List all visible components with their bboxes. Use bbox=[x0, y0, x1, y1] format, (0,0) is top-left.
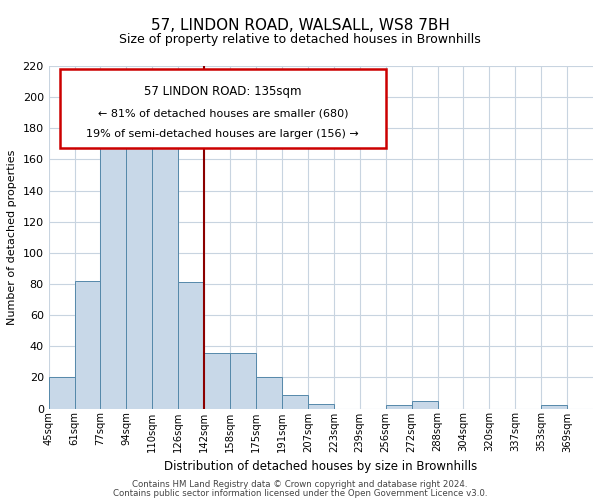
Bar bbox=[127, 126, 152, 408]
Text: 57, LINDON ROAD, WALSALL, WS8 7BH: 57, LINDON ROAD, WALSALL, WS8 7BH bbox=[151, 18, 449, 32]
Bar bbox=[204, 352, 230, 408]
Text: ← 81% of detached houses are smaller (680): ← 81% of detached houses are smaller (68… bbox=[98, 109, 348, 119]
Y-axis label: Number of detached properties: Number of detached properties bbox=[7, 150, 17, 325]
Bar bbox=[178, 282, 204, 408]
Bar bbox=[541, 406, 567, 408]
Text: Contains public sector information licensed under the Open Government Licence v3: Contains public sector information licen… bbox=[113, 488, 487, 498]
Bar bbox=[230, 352, 256, 408]
Text: 57 LINDON ROAD: 135sqm: 57 LINDON ROAD: 135sqm bbox=[144, 85, 302, 98]
Bar bbox=[152, 133, 178, 408]
Bar bbox=[412, 401, 437, 408]
Bar bbox=[282, 394, 308, 408]
Bar bbox=[386, 406, 412, 408]
Text: 19% of semi-detached houses are larger (156) →: 19% of semi-detached houses are larger (… bbox=[86, 130, 359, 140]
X-axis label: Distribution of detached houses by size in Brownhills: Distribution of detached houses by size … bbox=[164, 460, 478, 473]
Text: Contains HM Land Registry data © Crown copyright and database right 2024.: Contains HM Land Registry data © Crown c… bbox=[132, 480, 468, 489]
Bar bbox=[256, 378, 282, 408]
Bar bbox=[74, 281, 100, 408]
Bar bbox=[308, 404, 334, 408]
Bar bbox=[100, 124, 127, 408]
Text: Size of property relative to detached houses in Brownhills: Size of property relative to detached ho… bbox=[119, 32, 481, 46]
FancyBboxPatch shape bbox=[59, 70, 386, 148]
Bar bbox=[49, 378, 74, 408]
